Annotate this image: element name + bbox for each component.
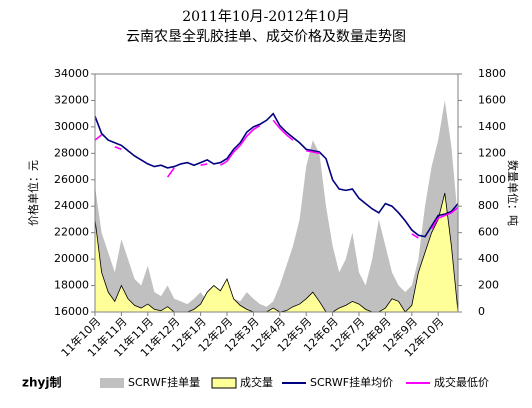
y-axis-label: 价格单位：元 [26,160,40,226]
y2-tick-label: 400 [478,252,499,265]
y-tick-label: 26000 [54,173,89,186]
y2-tick-label: 1400 [478,120,506,133]
credit: zhyj制 [22,375,61,390]
y-tick-label: 16000 [54,305,89,318]
y-tick-label: 20000 [54,252,89,265]
y2-tick-label: 800 [478,199,499,212]
chart-title: 2011年10月-2012年10月 [182,9,350,25]
y2-tick-label: 1200 [478,146,506,159]
line [94,112,459,238]
y2-axis-label: 数量单位：吨 [506,160,520,226]
legend-label: 成交量 [240,375,273,389]
plot-frame [94,73,459,313]
y-tick-label: 22000 [54,226,89,239]
legend-label: SCRWF挂单量 [128,375,200,389]
y2-tick-label: 1800 [478,67,506,80]
y2-tick-label: 600 [478,226,499,239]
y-tick-label: 32000 [54,93,89,106]
y-tick-label: 30000 [54,120,89,133]
chart-subtitle: 云南农垦全乳胶挂单、成交价格及数量走势图 [126,28,406,45]
y-tick-label: 24000 [54,199,89,212]
legend-label: 成交最低价 [434,375,489,389]
y2-tick-label: 1000 [478,173,506,186]
y-tick-label: 28000 [54,146,89,159]
line [94,119,459,239]
y2-tick-label: 1600 [478,93,506,106]
legend-swatch [100,378,124,388]
legend-label: SCRWF挂单均价 [310,375,393,389]
y-tick-label: 34000 [54,67,89,80]
y-tick-label: 18000 [54,279,89,292]
area [95,100,458,312]
y2-tick-label: 0 [478,305,485,318]
legend-swatch [211,377,237,389]
y2-tick-label: 200 [478,279,499,292]
area [94,192,459,313]
